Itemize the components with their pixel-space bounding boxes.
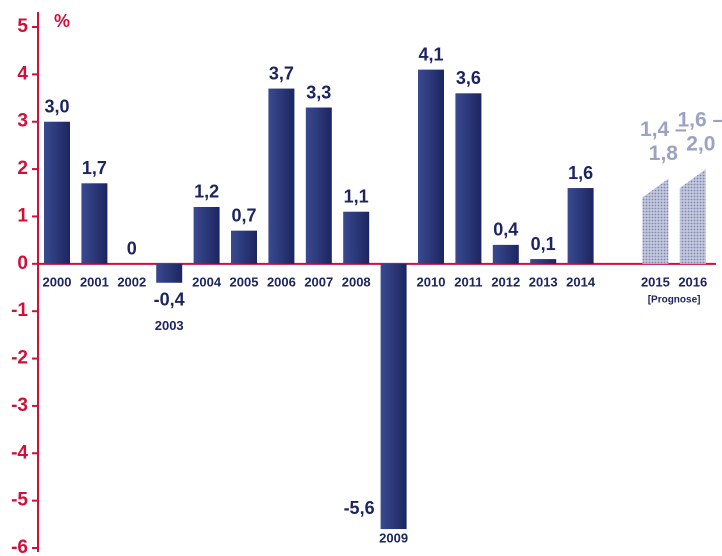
value-label: 0,4 xyxy=(493,220,518,240)
x-tick-label: 2004 xyxy=(192,274,222,289)
x-tick-label: 2009 xyxy=(379,530,408,545)
y-tick-label: 4 xyxy=(17,63,28,84)
bar xyxy=(455,93,482,264)
y-tick-label: 2 xyxy=(17,158,28,179)
value-label: -0,4 xyxy=(154,290,185,310)
forecast-bar xyxy=(679,169,706,264)
x-tick-label: 2015 xyxy=(641,274,670,289)
y-tick-label: 0 xyxy=(17,253,28,274)
x-tick-label: 2000 xyxy=(43,274,72,289)
x-tick-label: 2011 xyxy=(454,274,482,289)
value-label: 3,3 xyxy=(306,82,331,102)
bar xyxy=(305,107,332,264)
x-tick-label: 2001 xyxy=(80,274,109,289)
x-tick-label: 2014 xyxy=(566,274,596,289)
y-tick-label: -4 xyxy=(11,442,28,463)
x-tick-label: 2008 xyxy=(342,274,371,289)
forecast-bar xyxy=(642,178,669,264)
value-label: 0,7 xyxy=(231,205,256,225)
value-label: 3,7 xyxy=(269,63,294,83)
y-tick-label: 5 xyxy=(17,16,28,37)
bar xyxy=(380,263,407,530)
bar xyxy=(231,230,257,264)
y-unit: % xyxy=(54,11,70,31)
bar xyxy=(343,211,370,264)
forecast-note: [Prognose] xyxy=(648,294,701,305)
y-tick-label: 1 xyxy=(17,205,28,226)
value-label: -5,6 xyxy=(344,498,375,518)
value-label: 1,7 xyxy=(82,158,107,178)
x-tick-label: 2013 xyxy=(529,274,558,289)
bar xyxy=(418,69,444,264)
bar xyxy=(567,188,594,264)
forecast-low-label: 1,4 – xyxy=(640,118,687,141)
value-label: 0,1 xyxy=(531,234,556,254)
value-label: 3,0 xyxy=(44,96,69,116)
y-tick-label: -1 xyxy=(11,300,28,321)
x-tick-label: 2005 xyxy=(230,274,259,289)
bar xyxy=(492,244,519,264)
x-tick-label: 2003 xyxy=(155,318,184,333)
forecast-low-label: 1,6 – xyxy=(677,109,722,132)
bar xyxy=(530,259,557,264)
bar xyxy=(156,263,183,283)
bar xyxy=(81,183,108,264)
y-tick-label: 3 xyxy=(17,111,28,132)
bar xyxy=(44,121,70,264)
forecast-high-label: 1,8 xyxy=(649,142,679,165)
value-label: 1,1 xyxy=(344,186,369,206)
x-tick-label: 2006 xyxy=(267,274,296,289)
value-label: 4,1 xyxy=(418,44,443,64)
x-tick-label: 2012 xyxy=(491,274,520,289)
bar xyxy=(268,88,295,264)
x-tick-label: 2010 xyxy=(417,274,446,289)
x-tick-label: 2016 xyxy=(678,274,707,289)
value-label: 1,6 xyxy=(568,163,593,183)
forecast-high-label: 2,0 xyxy=(686,133,715,156)
y-tick-label: -5 xyxy=(11,490,28,511)
y-tick-label: -6 xyxy=(11,537,28,556)
y-tick-label: -2 xyxy=(11,348,28,369)
bar xyxy=(193,206,220,264)
y-tick-label: -3 xyxy=(11,395,28,416)
value-label: 0 xyxy=(127,239,137,259)
x-tick-label: 2007 xyxy=(304,274,333,289)
value-label: 1,2 xyxy=(194,182,219,202)
x-tick-label: 2002 xyxy=(117,274,146,289)
value-label: 3,6 xyxy=(456,68,481,88)
